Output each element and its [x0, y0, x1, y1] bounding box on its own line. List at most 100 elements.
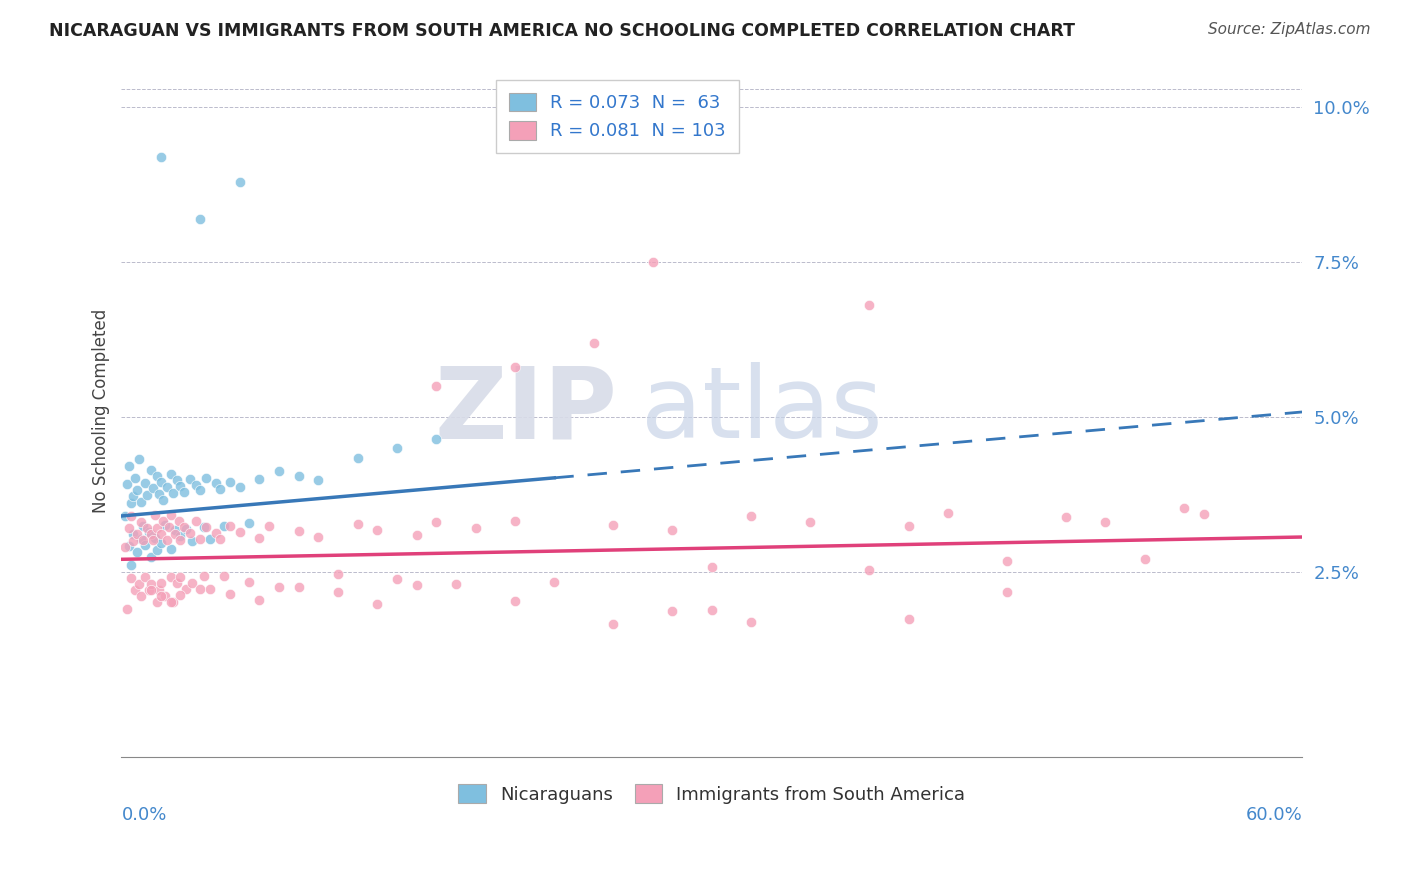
Text: Source: ZipAtlas.com: Source: ZipAtlas.com	[1208, 22, 1371, 37]
Point	[157, 520, 180, 534]
Point	[700, 559, 723, 574]
Point	[425, 432, 447, 446]
Point	[143, 531, 166, 545]
Point	[146, 468, 169, 483]
Point	[169, 533, 191, 547]
Point	[897, 519, 920, 533]
Point	[385, 572, 408, 586]
Point	[146, 521, 169, 535]
Point	[117, 477, 139, 491]
Point	[159, 570, 181, 584]
Point	[139, 549, 162, 564]
Point	[142, 482, 165, 496]
Point	[128, 576, 150, 591]
Point	[205, 475, 228, 490]
Point	[218, 475, 240, 489]
Point	[120, 571, 142, 585]
Point	[176, 522, 198, 536]
Point	[173, 520, 195, 534]
Point	[503, 514, 526, 528]
Point	[661, 524, 683, 538]
Point	[127, 527, 149, 541]
Point	[858, 563, 880, 577]
Point	[385, 442, 408, 456]
Point	[1054, 509, 1077, 524]
Point	[307, 530, 329, 544]
Point	[799, 515, 821, 529]
Point	[136, 488, 159, 502]
Point	[218, 587, 240, 601]
Point	[444, 577, 467, 591]
Point	[326, 585, 349, 599]
Point	[212, 569, 235, 583]
Point	[193, 569, 215, 583]
Point	[188, 582, 211, 596]
Point	[152, 515, 174, 529]
Point	[582, 335, 605, 350]
Point	[179, 526, 201, 541]
Point	[129, 532, 152, 546]
Point	[366, 597, 388, 611]
Point	[198, 532, 221, 546]
Point	[186, 477, 208, 491]
Point	[149, 536, 172, 550]
Point	[149, 526, 172, 541]
Point	[346, 450, 368, 465]
Point	[169, 479, 191, 493]
Point	[138, 582, 160, 597]
Point	[179, 472, 201, 486]
Point	[193, 520, 215, 534]
Point	[307, 473, 329, 487]
Point	[897, 612, 920, 626]
Point	[169, 528, 191, 542]
Text: atlas: atlas	[641, 362, 883, 459]
Point	[136, 521, 159, 535]
Point	[425, 516, 447, 530]
Point	[425, 379, 447, 393]
Point	[257, 518, 280, 533]
Point	[195, 470, 218, 484]
Point	[602, 518, 624, 533]
Point	[122, 489, 145, 503]
Point	[159, 467, 181, 482]
Point	[156, 533, 179, 547]
Point	[228, 175, 250, 189]
Point	[120, 496, 142, 510]
Point	[936, 506, 959, 520]
Point	[132, 533, 155, 548]
Point	[146, 543, 169, 558]
Point	[247, 593, 270, 607]
Point	[1173, 501, 1195, 516]
Point	[503, 594, 526, 608]
Point	[149, 150, 172, 164]
Point	[188, 211, 211, 226]
Point	[127, 483, 149, 497]
Point	[366, 523, 388, 537]
Point	[1094, 515, 1116, 529]
Point	[153, 589, 176, 603]
Point	[188, 533, 211, 547]
Point	[122, 526, 145, 541]
Point	[120, 558, 142, 572]
Point	[503, 360, 526, 375]
Text: NICARAGUAN VS IMMIGRANTS FROM SOUTH AMERICA NO SCHOOLING COMPLETED CORRELATION C: NICARAGUAN VS IMMIGRANTS FROM SOUTH AMER…	[49, 22, 1076, 40]
Point	[146, 595, 169, 609]
Point	[173, 484, 195, 499]
Point	[163, 526, 186, 541]
Point	[228, 480, 250, 494]
Point	[118, 521, 141, 535]
Point	[143, 508, 166, 523]
Point	[543, 575, 565, 590]
Point	[138, 525, 160, 540]
Point	[152, 492, 174, 507]
Text: 0.0%: 0.0%	[121, 806, 167, 824]
Point	[287, 524, 309, 539]
Point	[858, 298, 880, 312]
Point	[148, 582, 170, 597]
Point	[995, 554, 1018, 568]
Point	[346, 516, 368, 531]
Point	[641, 255, 664, 269]
Point	[129, 495, 152, 509]
Point	[167, 514, 190, 528]
Point	[139, 527, 162, 541]
